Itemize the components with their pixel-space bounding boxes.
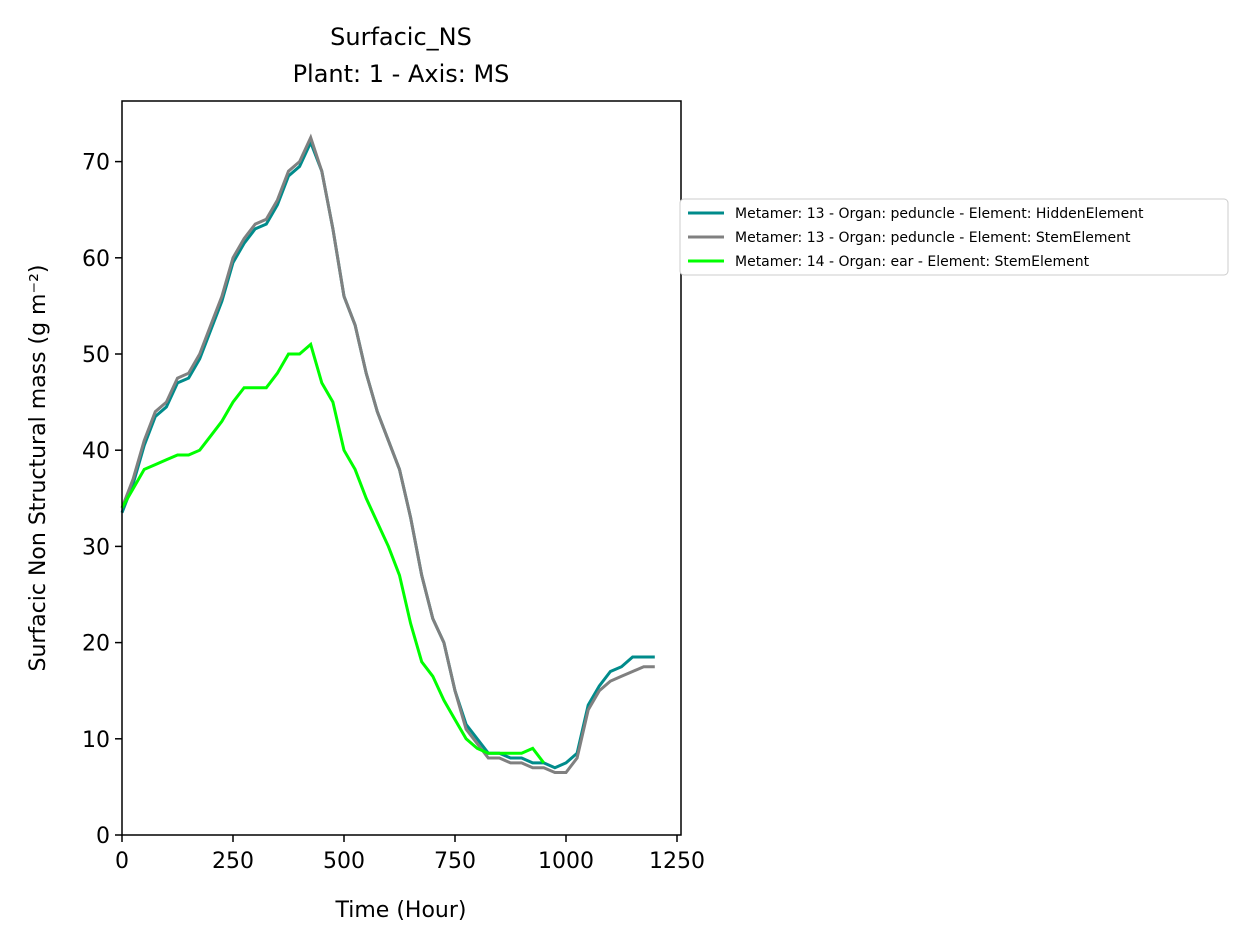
x-tick-label: 1000 [538,849,594,874]
y-tick-label: 10 [82,728,110,753]
legend-label: Metamer: 13 - Organ: peduncle - Element:… [735,206,1144,222]
chart-title: Surfacic_NS [330,23,472,51]
y-tick-label: 0 [96,824,110,849]
x-tick-label: 750 [434,849,476,874]
y-tick-label: 50 [82,343,110,368]
x-tick-label: 500 [323,849,365,874]
legend-label: Metamer: 14 - Organ: ear - Element: Stem… [735,254,1090,270]
y-tick-label: 70 [82,151,110,176]
plot-frame [121,100,682,836]
y-axis-label: Surfacic Non Structural mass (g m⁻²) [26,264,51,671]
chart-subtitle: Plant: 1 - Axis: MS [293,60,510,88]
series-line [120,341,545,764]
legend-box [679,198,1229,276]
y-tick-label: 20 [82,632,110,657]
x-tick-label: 250 [212,849,254,874]
legend-label: Metamer: 13 - Organ: peduncle - Element:… [735,230,1131,246]
x-tick-label: 1250 [649,849,705,874]
x-axis-label: Time (Hour) [335,898,467,923]
y-tick-label: 30 [82,535,110,560]
series-line [120,133,655,774]
y-tick-label: 60 [82,247,110,272]
y-tick-label: 40 [82,439,110,464]
series-line [120,138,655,770]
x-tick-label: 0 [115,849,129,874]
